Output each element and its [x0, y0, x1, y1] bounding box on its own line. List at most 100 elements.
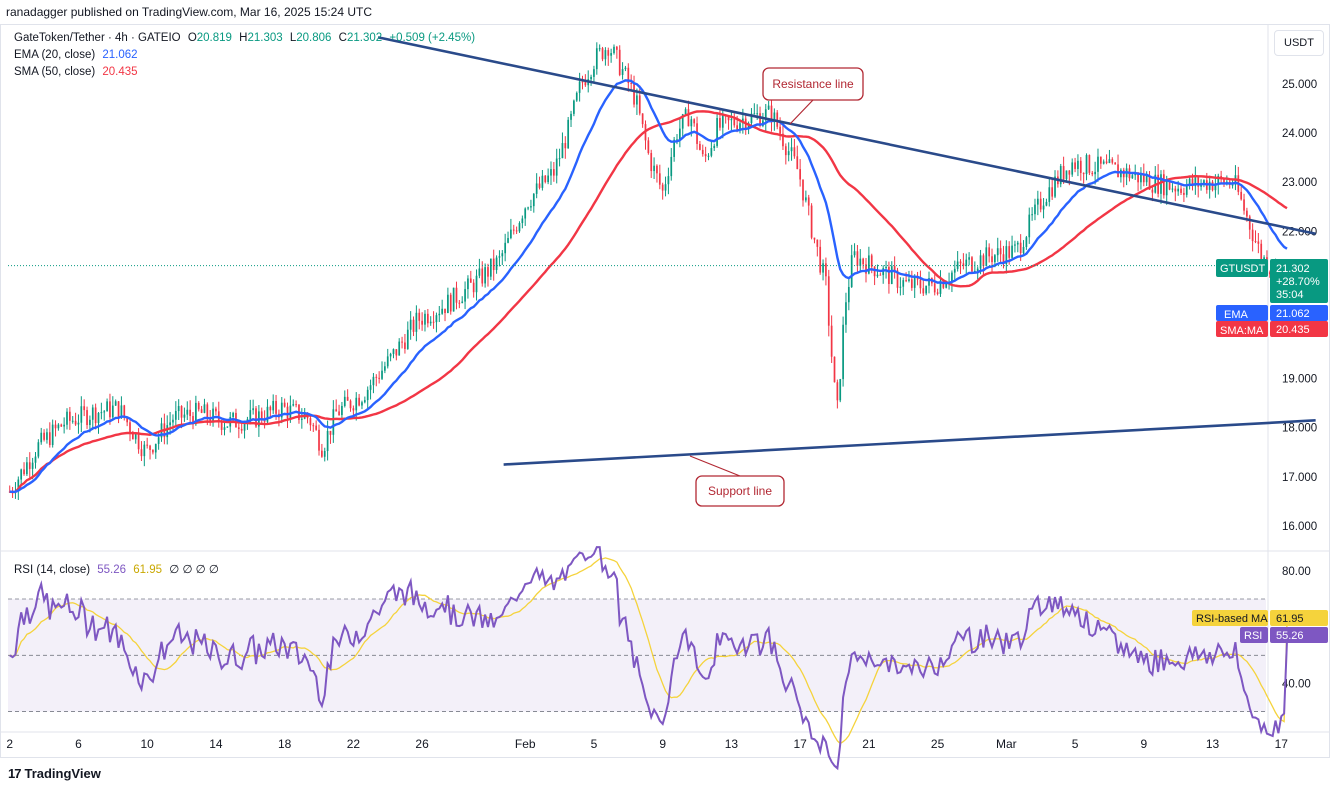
candle-body: [736, 125, 738, 130]
candle-body: [1022, 246, 1025, 254]
candle-body: [813, 237, 816, 240]
chart-frame[interactable]: [0, 24, 1330, 758]
candle-body: [166, 425, 169, 438]
currency-button[interactable]: USDT: [1274, 30, 1324, 56]
candle-body: [850, 255, 853, 287]
candle-body: [143, 444, 146, 457]
candle-body: [1151, 189, 1154, 193]
legend-change: +0.509 (+2.45%): [389, 32, 476, 44]
candle-body: [381, 370, 383, 379]
time-tick-label: Mar: [996, 737, 1017, 751]
candle-body: [633, 83, 635, 105]
candle-body: [885, 266, 887, 269]
candle-body: [1214, 183, 1217, 191]
support-annotation-box: [695, 475, 785, 507]
candle-body: [1077, 160, 1079, 169]
candle-body: [1082, 172, 1085, 175]
candle-body: [40, 432, 43, 443]
candle-body: [263, 420, 266, 422]
candle-body: [149, 445, 151, 450]
candle-body: [879, 274, 882, 276]
candle-body: [996, 248, 999, 256]
candle-body: [132, 432, 134, 440]
candle-body: [721, 115, 724, 128]
candle-body: [200, 409, 203, 413]
candle-body: [352, 408, 355, 411]
footer-brand: 17 TradingView: [8, 766, 101, 781]
candle-body: [985, 247, 988, 267]
candle-body: [152, 449, 154, 453]
candle-body: [839, 379, 842, 401]
candle-body: [899, 286, 902, 288]
ema-label-badge-bg: [1216, 305, 1268, 321]
candle-body: [31, 462, 34, 469]
candle-body: [919, 279, 922, 289]
candle-body: [51, 424, 54, 446]
candle-body: [54, 424, 57, 429]
candle-body: [501, 253, 504, 257]
candle-body: [332, 409, 335, 435]
time-tick-label: 13: [1206, 737, 1220, 751]
candle-body: [747, 123, 750, 129]
candle-body: [212, 408, 214, 423]
candle-body: [779, 126, 781, 134]
candle-body: [106, 401, 108, 412]
candle-body: [845, 302, 847, 325]
candle-body: [1137, 172, 1139, 183]
candle-body: [615, 46, 618, 50]
candle-body: [719, 118, 721, 128]
candle-body: [764, 109, 767, 121]
candle-body: [896, 270, 899, 288]
candle-body: [1111, 159, 1114, 163]
candle-body: [326, 430, 329, 452]
candle-body: [604, 50, 607, 60]
candle-body: [378, 377, 381, 379]
candle-body: [807, 197, 810, 206]
candle-body: [57, 424, 60, 429]
candle-body: [154, 443, 157, 453]
candle-body: [819, 246, 822, 273]
candle-body: [876, 274, 879, 277]
candle-body: [1268, 272, 1271, 275]
candle-body: [1108, 159, 1111, 164]
candle-body: [1117, 164, 1119, 178]
candle-body: [627, 67, 630, 84]
candle-body: [1091, 172, 1094, 175]
candle-body: [687, 109, 690, 127]
legend-h-label: H: [239, 32, 248, 44]
candle-body: [544, 175, 547, 183]
ema-value-badge: 21.062: [1270, 305, 1328, 321]
rsi-tick-label: 40.00: [1282, 678, 1311, 690]
candle-body: [195, 402, 197, 425]
candle-body: [590, 76, 592, 80]
candle-body: [524, 208, 527, 219]
candle-body: [630, 83, 633, 85]
candle-body: [363, 400, 366, 403]
candle-body: [286, 406, 289, 419]
price-tick-label: 23.000: [1282, 177, 1317, 189]
time-tick-label: 9: [659, 737, 666, 751]
time-tick-label: 14: [209, 737, 223, 751]
candle-body: [252, 408, 255, 411]
candle-body: [541, 175, 544, 188]
candle-body: [71, 420, 74, 422]
candle-body: [255, 408, 257, 427]
candle-body: [146, 444, 149, 446]
sma-value-badge-text: 20.435: [1276, 324, 1310, 336]
candle-body: [137, 433, 140, 450]
candle-body: [787, 151, 790, 156]
rsi-ma-value-bg: [1270, 610, 1328, 626]
candle-body: [641, 113, 644, 125]
candle-body: [893, 266, 896, 271]
candle-body: [802, 179, 804, 201]
candle-body: [713, 145, 716, 149]
candle-body: [464, 289, 466, 302]
sma-value-badge-bg: [1270, 321, 1328, 337]
candle-body: [66, 411, 68, 425]
ema-label-badge: EMA: [1216, 305, 1268, 321]
candle-body: [1180, 188, 1182, 193]
candle-body: [23, 469, 25, 475]
candle-body: [593, 69, 595, 77]
candle-body: [458, 302, 461, 304]
